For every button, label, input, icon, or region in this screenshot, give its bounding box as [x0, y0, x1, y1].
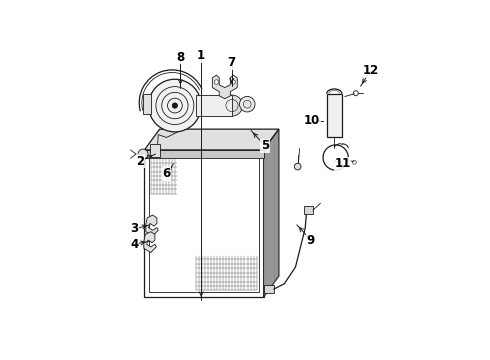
- Text: 2: 2: [136, 154, 145, 167]
- Text: 12: 12: [362, 64, 378, 77]
- Text: 5: 5: [261, 139, 269, 152]
- Circle shape: [231, 80, 235, 84]
- Polygon shape: [145, 150, 264, 297]
- Text: 3: 3: [131, 222, 139, 235]
- Text: 11: 11: [335, 157, 351, 170]
- Circle shape: [294, 163, 301, 170]
- Circle shape: [240, 96, 255, 112]
- Polygon shape: [212, 75, 237, 99]
- Text: 8: 8: [176, 50, 185, 64]
- Polygon shape: [196, 95, 232, 116]
- Circle shape: [172, 103, 177, 108]
- Circle shape: [221, 95, 243, 116]
- Polygon shape: [144, 232, 156, 252]
- Polygon shape: [264, 285, 274, 293]
- Polygon shape: [145, 129, 279, 150]
- Circle shape: [214, 80, 219, 84]
- Circle shape: [138, 149, 148, 159]
- Polygon shape: [304, 206, 313, 214]
- Polygon shape: [143, 94, 151, 114]
- Polygon shape: [327, 94, 342, 137]
- Circle shape: [148, 79, 201, 132]
- Text: 9: 9: [307, 234, 315, 247]
- Text: 4: 4: [130, 238, 139, 251]
- Text: 6: 6: [163, 167, 171, 180]
- Polygon shape: [264, 129, 279, 150]
- Polygon shape: [146, 215, 158, 236]
- Text: 1: 1: [197, 49, 205, 62]
- Polygon shape: [264, 129, 279, 297]
- Text: 7: 7: [228, 56, 236, 69]
- Text: 10: 10: [304, 114, 320, 127]
- Polygon shape: [150, 144, 160, 157]
- Polygon shape: [145, 150, 264, 158]
